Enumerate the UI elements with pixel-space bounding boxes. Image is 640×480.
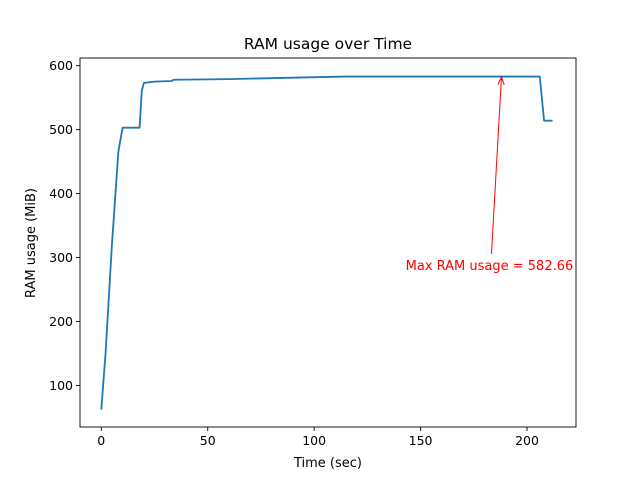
y-axis-label: RAM usage (MiB) [24, 188, 39, 298]
plot-area [79, 57, 577, 428]
y-tick-label: 500 [49, 122, 73, 137]
annotation-label: Max RAM usage = 582.66 [406, 259, 574, 274]
y-tick-label: 600 [49, 58, 73, 73]
x-tick-label: 150 [409, 433, 433, 448]
chart-title: RAM usage over Time [244, 35, 412, 53]
x-tick-label: 200 [515, 433, 539, 448]
axes-frame [79, 57, 577, 428]
y-tick-label: 200 [49, 314, 73, 329]
x-axis-ticks: 0 50 100 150 200 [97, 427, 539, 448]
y-tick-label: 300 [49, 250, 73, 265]
series-line-0 [100, 75, 553, 410]
max-ram-annotation: Max RAM usage = 582.66 [406, 75, 574, 274]
x-tick-label: 50 [200, 433, 216, 448]
annotation-arrow-head [497, 75, 505, 86]
y-tick-label: 400 [49, 186, 73, 201]
x-tick-label: 100 [302, 433, 326, 448]
y-axis-ticks: 100 200 300 400 500 600 [49, 58, 80, 393]
y-tick-label: 100 [49, 378, 73, 393]
annotation-arrow-line [490, 76, 502, 254]
x-tick-label: 0 [97, 433, 105, 448]
x-axis-label: Time (sec) [293, 456, 362, 471]
